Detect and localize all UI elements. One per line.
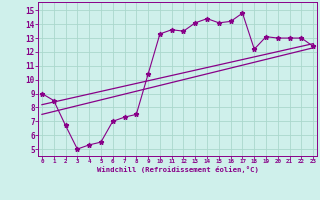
X-axis label: Windchill (Refroidissement éolien,°C): Windchill (Refroidissement éolien,°C) — [97, 166, 259, 173]
